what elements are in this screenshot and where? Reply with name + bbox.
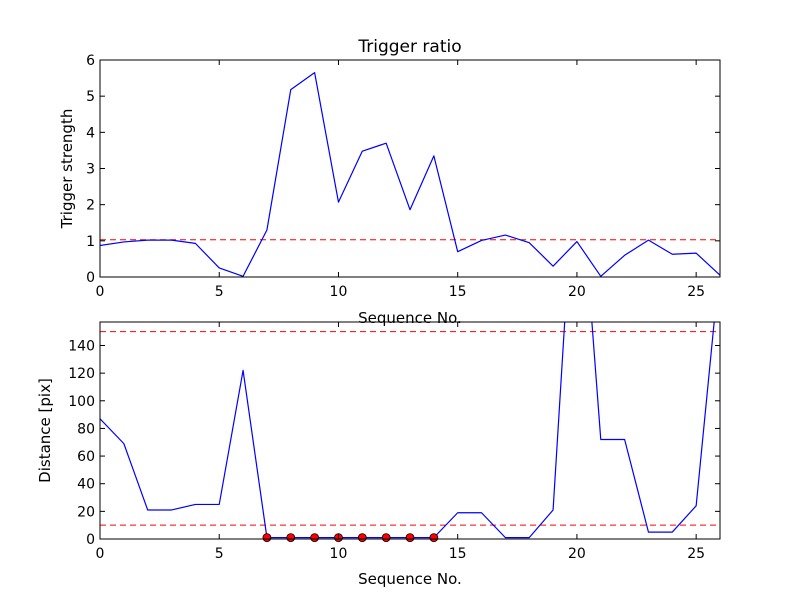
distance-chart: 0 5 10 15 20 25 0 20 40 60 80 100 120 140 Sequence N… — [36, 321, 721, 588]
data-point-marker — [262, 533, 272, 543]
y-tick-label: 120 — [68, 366, 95, 382]
series-group — [100, 72, 720, 277]
x-tick-label: 0 — [96, 546, 105, 562]
trigger-ratio-chart: Trigger ratio 0 5 10 15 20 25 0 1 2 3 4 5 6 Sequenc… — [58, 37, 721, 327]
x-axis-label: Sequence No. — [358, 309, 462, 327]
x-tick-label: 15 — [449, 546, 467, 562]
x-tick-label: 10 — [330, 546, 348, 562]
x-axis-ticks: 0 5 10 15 20 25 — [96, 322, 705, 562]
y-tick-label: 3 — [86, 162, 95, 178]
y-tick-label: 80 — [77, 421, 95, 437]
data-point-marker — [310, 533, 320, 543]
reference-lines — [100, 331, 720, 526]
y-tick-label: 0 — [86, 532, 95, 548]
plot-frame — [99, 321, 721, 540]
y-tick-label: 60 — [77, 449, 95, 465]
y-tick-label: 5 — [86, 89, 95, 105]
y-axis-label: Trigger strength — [58, 109, 76, 230]
x-axis-label: Sequence No. — [358, 570, 462, 588]
data-point-marker — [286, 533, 296, 543]
y-tick-label: 1 — [86, 234, 95, 250]
y-tick-label: 40 — [77, 477, 95, 493]
x-tick-label: 25 — [687, 284, 705, 300]
x-axis-ticks: 0 5 10 15 20 25 — [96, 60, 705, 300]
chart-title: Trigger ratio — [357, 37, 461, 57]
x-tick-label: 10 — [330, 284, 348, 300]
marker-group — [262, 533, 439, 543]
y-tick-label: 140 — [68, 338, 95, 354]
y-tick-label: 20 — [77, 504, 95, 520]
x-tick-label: 5 — [215, 284, 224, 300]
x-tick-label: 5 — [215, 546, 224, 562]
x-tick-label: 25 — [687, 546, 705, 562]
y-tick-label: 4 — [86, 125, 95, 141]
data-point-marker — [381, 533, 391, 543]
y-tick-label: 0 — [86, 270, 95, 286]
x-tick-label: 20 — [568, 546, 586, 562]
y-tick-label: 6 — [86, 53, 95, 69]
plot-frame — [99, 59, 721, 278]
y-tick-label: 2 — [86, 198, 95, 214]
y-tick-label: 100 — [68, 394, 95, 410]
x-tick-label: 15 — [449, 284, 467, 300]
y-axis-label: Distance [pix] — [36, 378, 54, 483]
x-tick-label: 0 — [96, 284, 105, 300]
series-line — [100, 72, 720, 277]
x-tick-label: 20 — [568, 284, 586, 300]
data-point-marker — [429, 533, 439, 543]
data-point-marker — [357, 533, 367, 543]
data-point-marker — [405, 533, 415, 543]
y-axis-ticks: 0 20 40 60 80 100 120 140 — [68, 338, 720, 548]
